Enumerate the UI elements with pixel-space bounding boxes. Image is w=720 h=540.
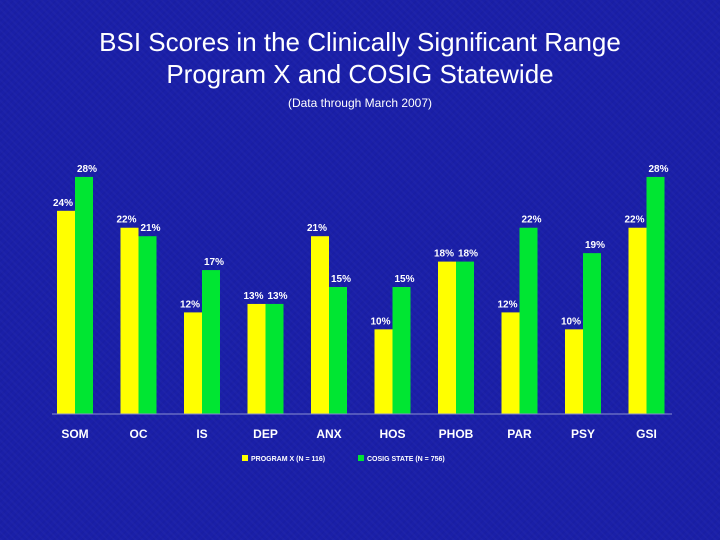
bar-psy-cosig-state [583,253,601,414]
bar-som-cosig-state [75,176,93,414]
bar-par-program-x [501,312,520,414]
value-label-hos-program-x: 10% [370,316,390,327]
category-label-dep: DEP [253,427,278,441]
value-label-oc-cosig-state: 21% [140,223,160,234]
value-labels-group: 24% 28% 22% 21% 12% 17% 13% 13% 21% 15% 10% 15% 18% 1… [53,164,669,327]
bar-hos-program-x [374,329,393,414]
value-label-phob-program-x: 18% [434,249,454,260]
category-label-phob: PHOB [439,427,474,441]
bar-dep-program-x [247,303,266,414]
bar-anx-cosig-state [329,287,347,414]
chart-title: BSI Scores in the Clinically Significant… [0,26,720,90]
value-label-par-program-x: 12% [497,299,517,310]
bar-oc-cosig-state [138,236,157,414]
legend-swatch-program-x [242,455,248,461]
bar-oc-program-x [120,227,139,414]
category-label-oc: OC [130,427,148,441]
bar-hos-cosig-state [392,287,411,414]
value-label-dep-program-x: 13% [243,291,263,302]
value-label-dep-cosig-state: 13% [267,291,287,302]
value-label-anx-program-x: 21% [307,223,327,234]
value-label-is-program-x: 12% [180,299,200,310]
value-label-psy-cosig-state: 19% [585,240,605,251]
category-label-par: PAR [507,427,532,441]
chart-subtitle: (Data through March 2007) [287,96,433,110]
bar-par-cosig-state [519,227,538,414]
value-label-som-program-x: 24% [53,198,73,209]
bar-gsi-program-x [628,227,647,414]
title-line-2: Program X and COSIG Statewide [166,59,554,89]
category-label-gsi: GSI [636,427,657,441]
legend: PROGRAM X (N = 116) COSIG STATE (N = 756) [242,455,445,463]
value-label-gsi-cosig-state: 28% [648,164,668,175]
category-labels-group: SOM OC IS DEP ANX HOS PHOB PAR PSY GSI [61,427,657,441]
category-label-som: SOM [61,427,88,441]
value-label-som-cosig-state: 28% [77,164,97,175]
value-label-gsi-program-x: 22% [624,215,644,226]
bar-gsi-cosig-state [646,176,665,414]
bar-anx-program-x [311,236,329,414]
bar-som-program-x [57,210,75,414]
category-label-psy: PSY [571,427,595,441]
category-label-anx: ANX [316,427,341,441]
category-label-is: IS [196,427,207,441]
value-label-phob-cosig-state: 18% [458,249,478,260]
bar-phob-program-x [438,261,456,414]
legend-swatch-cosig-state [358,455,364,461]
bar-is-cosig-state [202,270,220,414]
legend-label-cosig-state: COSIG STATE (N = 756) [367,456,445,463]
bar-phob-cosig-state [456,261,474,414]
value-label-oc-program-x: 22% [116,215,136,226]
legend-label-program-x: PROGRAM X (N = 116) [251,456,325,463]
bars-group [57,176,665,414]
title-line-1: BSI Scores in the Clinically Significant… [99,27,621,57]
bar-psy-program-x [565,329,583,414]
value-label-is-cosig-state: 17% [204,257,224,268]
bar-is-program-x [184,312,202,414]
bar-dep-cosig-state [265,303,284,414]
category-label-hos: HOS [379,427,405,441]
value-label-hos-cosig-state: 15% [394,274,414,285]
value-label-par-cosig-state: 22% [521,215,541,226]
value-label-psy-program-x: 10% [561,316,581,327]
value-label-anx-cosig-state: 15% [331,274,351,285]
